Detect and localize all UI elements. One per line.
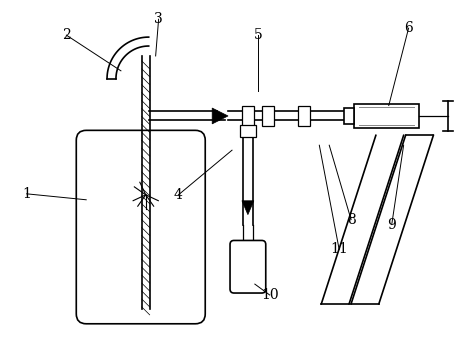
FancyBboxPatch shape [230,240,266,293]
Bar [356,106,416,126]
Bar [240,125,256,137]
Polygon shape [242,201,254,215]
Text: 1: 1 [22,187,31,201]
Text: 3: 3 [154,12,163,26]
Text: 10: 10 [261,288,279,302]
Bar [262,106,274,126]
FancyBboxPatch shape [76,130,205,324]
Bar [344,108,354,124]
Text: 9: 9 [387,218,396,231]
Polygon shape [212,108,228,124]
Bar [354,104,418,128]
Text: 6: 6 [404,21,413,35]
Text: 4: 4 [174,188,183,202]
Text: 8: 8 [347,213,356,227]
Text: 11: 11 [330,243,348,256]
Bar [242,106,254,126]
Text: 5: 5 [253,28,262,42]
Bar [298,106,310,126]
Text: 2: 2 [62,28,71,42]
